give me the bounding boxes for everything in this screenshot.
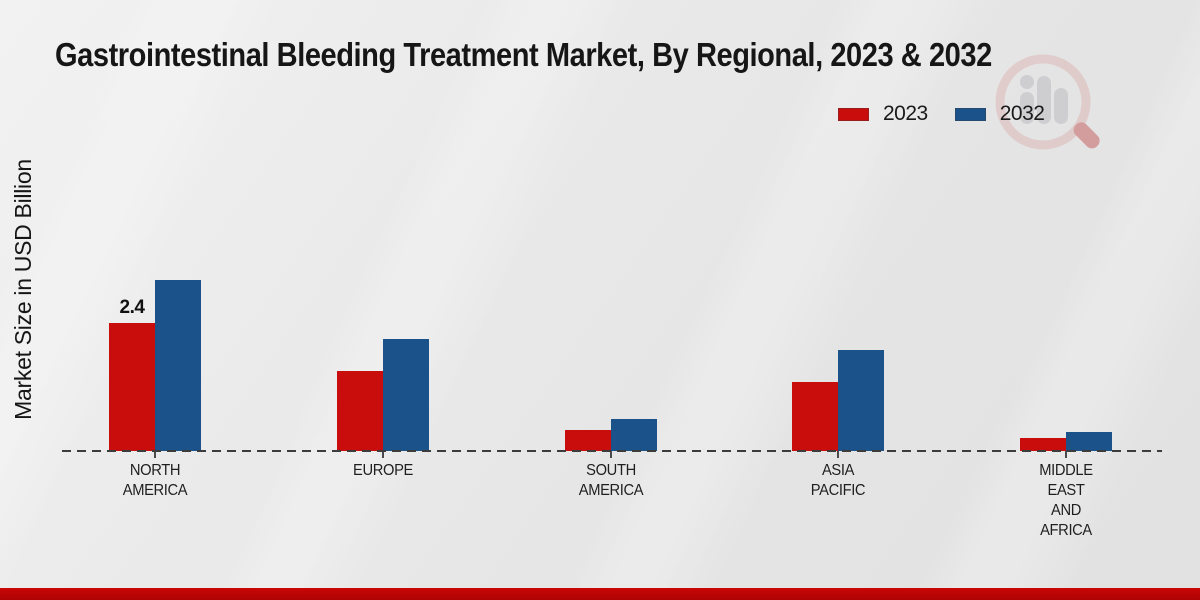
legend: 2023 2032: [838, 102, 1045, 126]
footer-red-band: [0, 588, 1200, 600]
bar-2032-europe: [383, 339, 429, 451]
axis-tick: [610, 451, 612, 458]
axis-tick: [154, 451, 156, 458]
axis-tick: [837, 451, 839, 458]
category-label-europe: EUROPE: [353, 462, 413, 479]
category-label-north-america: NORTH AMERICA: [122, 462, 188, 499]
bar-2023-middle-east-and-africa: [1020, 438, 1066, 451]
axis-tick: [382, 451, 384, 458]
bar-2023-europe: [337, 371, 383, 451]
category-label-middle-east-and-africa: MIDDLE EAST AND AFRICA: [1039, 462, 1093, 539]
category-label-south-america: SOUTH AMERICA: [578, 462, 644, 499]
chart-title: Gastrointestinal Bleeding Treatment Mark…: [55, 36, 992, 73]
axis-tick: [1065, 451, 1067, 458]
legend-item-2023: 2023: [838, 102, 928, 126]
bar-2032-middle-east-and-africa: [1066, 432, 1112, 451]
legend-swatch-2023: [838, 107, 869, 121]
bar-2032-north-america: [155, 280, 201, 451]
magnifier-bar-chart-logo-icon: [995, 54, 1100, 150]
bar-2023-asia-pacific: [792, 382, 838, 451]
bar-2023-north-america: [109, 323, 155, 451]
legend-swatch-2032: [954, 107, 986, 121]
x-axis-baseline: [62, 450, 1162, 452]
legend-label-2023: 2023: [883, 102, 928, 125]
bar-2032-south-america: [611, 419, 657, 451]
bar-2023-south-america: [565, 430, 611, 451]
legend-item-2032: 2032: [954, 102, 1045, 126]
category-label-asia-pacific: ASIA PACIFIC: [810, 462, 866, 499]
bar-2032-asia-pacific: [838, 350, 884, 451]
bar-value-label: 2.4: [119, 297, 145, 318]
legend-label-2032: 2032: [999, 102, 1045, 125]
